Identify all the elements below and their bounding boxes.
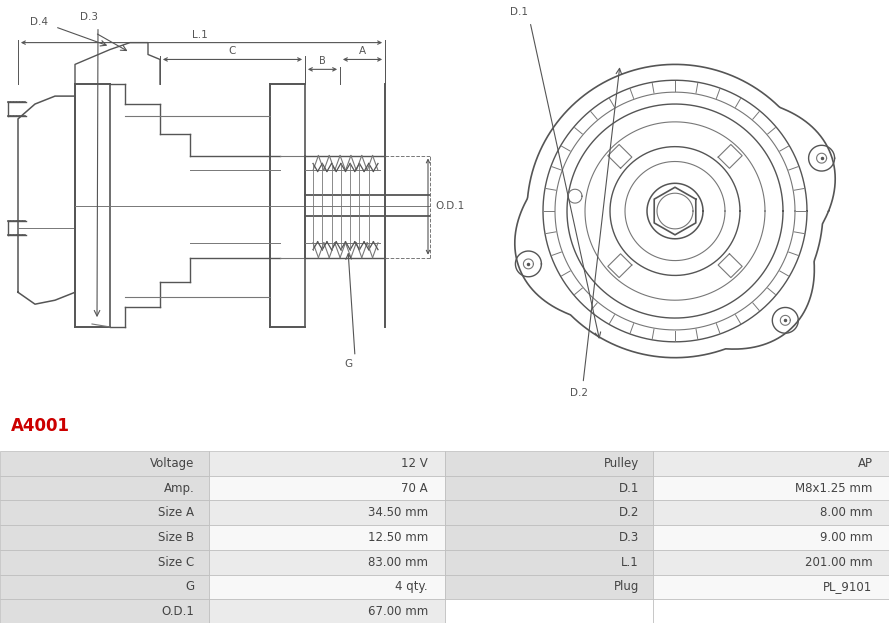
FancyBboxPatch shape (444, 451, 653, 476)
FancyBboxPatch shape (0, 574, 209, 599)
FancyBboxPatch shape (653, 500, 889, 525)
FancyBboxPatch shape (653, 550, 889, 574)
Text: Size B: Size B (158, 531, 195, 544)
Text: 34.50 mm: 34.50 mm (368, 506, 428, 520)
Text: C: C (228, 47, 236, 57)
Text: G: G (185, 581, 195, 594)
FancyBboxPatch shape (209, 599, 444, 623)
FancyBboxPatch shape (0, 500, 209, 525)
FancyBboxPatch shape (0, 476, 209, 500)
FancyBboxPatch shape (0, 451, 209, 476)
Text: O.D.1: O.D.1 (162, 605, 195, 618)
Text: Plug: Plug (613, 581, 639, 594)
Text: 9.00 mm: 9.00 mm (820, 531, 872, 544)
FancyBboxPatch shape (0, 599, 209, 623)
Text: L.1: L.1 (621, 556, 639, 569)
FancyBboxPatch shape (444, 550, 653, 574)
FancyBboxPatch shape (209, 574, 444, 599)
Text: 4 qty.: 4 qty. (396, 581, 428, 594)
Text: D.1: D.1 (510, 7, 528, 17)
Text: G: G (344, 359, 352, 369)
Text: 67.00 mm: 67.00 mm (368, 605, 428, 618)
Text: 70 A: 70 A (402, 482, 428, 495)
FancyBboxPatch shape (444, 500, 653, 525)
Text: Pulley: Pulley (604, 457, 639, 470)
Text: 8.00 mm: 8.00 mm (820, 506, 872, 520)
FancyBboxPatch shape (209, 550, 444, 574)
FancyBboxPatch shape (653, 599, 889, 623)
Text: 12 V: 12 V (401, 457, 428, 470)
FancyBboxPatch shape (209, 451, 444, 476)
Text: Size A: Size A (158, 506, 195, 520)
FancyBboxPatch shape (653, 574, 889, 599)
Text: A4001: A4001 (11, 417, 69, 435)
Text: Amp.: Amp. (164, 482, 195, 495)
Text: B: B (318, 57, 325, 67)
FancyBboxPatch shape (444, 599, 653, 623)
Text: 12.50 mm: 12.50 mm (368, 531, 428, 544)
Text: D.3: D.3 (619, 531, 639, 544)
Text: M8x1.25 mm: M8x1.25 mm (795, 482, 872, 495)
Text: A: A (358, 47, 365, 57)
FancyBboxPatch shape (444, 525, 653, 550)
Text: D.2: D.2 (619, 506, 639, 520)
Text: 83.00 mm: 83.00 mm (368, 556, 428, 569)
FancyBboxPatch shape (653, 525, 889, 550)
FancyBboxPatch shape (209, 500, 444, 525)
FancyBboxPatch shape (444, 476, 653, 500)
Text: 201.00 mm: 201.00 mm (805, 556, 872, 569)
FancyBboxPatch shape (653, 451, 889, 476)
FancyBboxPatch shape (209, 525, 444, 550)
Text: Voltage: Voltage (150, 457, 195, 470)
Text: D.2: D.2 (570, 388, 588, 398)
Text: L.1: L.1 (192, 30, 208, 40)
FancyBboxPatch shape (444, 574, 653, 599)
FancyBboxPatch shape (653, 476, 889, 500)
Text: D.4: D.4 (30, 17, 48, 27)
Text: PL_9101: PL_9101 (823, 581, 872, 594)
FancyBboxPatch shape (0, 525, 209, 550)
FancyBboxPatch shape (209, 476, 444, 500)
FancyBboxPatch shape (0, 550, 209, 574)
Text: Size C: Size C (158, 556, 195, 569)
Text: D.3: D.3 (80, 12, 98, 22)
Text: AP: AP (858, 457, 872, 470)
Text: O.D.1: O.D.1 (435, 201, 464, 211)
Text: D.1: D.1 (619, 482, 639, 495)
